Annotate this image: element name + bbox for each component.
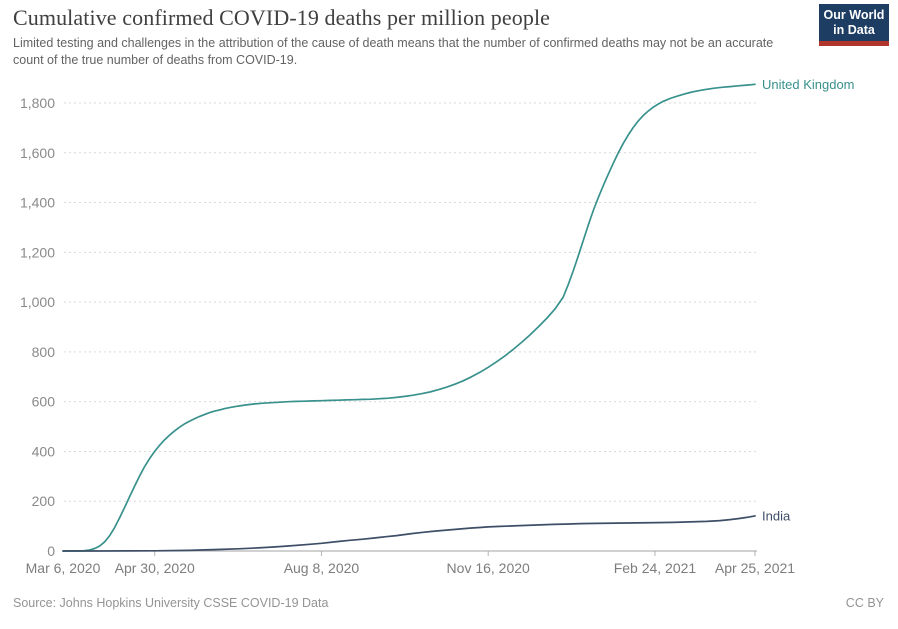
y-axis-tick-label: 1,000 [20, 294, 55, 310]
owid-logo-line1: Our World [823, 8, 885, 22]
x-axis-tick-label: Mar 6, 2020 [26, 560, 101, 576]
x-axis-tick-label: Aug 8, 2020 [284, 560, 360, 576]
y-axis-tick-label: 800 [32, 344, 56, 360]
y-axis-tick-label: 0 [47, 543, 55, 559]
license-link[interactable]: CC BY [845, 596, 884, 610]
series-label-united-kingdom[interactable]: United Kingdom [762, 77, 855, 92]
x-axis-tick-label: Feb 24, 2021 [614, 560, 697, 576]
source-note: Source: Johns Hopkins University CSSE CO… [13, 596, 329, 610]
owid-logo-line2: in Data [833, 23, 875, 37]
series-label-india[interactable]: India [762, 508, 791, 523]
y-axis-tick-label: 1,200 [20, 244, 55, 260]
chart-footer: Source: Johns Hopkins University CSSE CO… [13, 596, 884, 610]
y-axis-tick-label: 1,400 [20, 195, 55, 211]
series-line-india[interactable] [62, 515, 756, 552]
x-axis-tick-label: Nov 16, 2020 [447, 560, 530, 576]
y-axis-tick-label: 200 [32, 493, 56, 509]
chart-subtitle: Limited testing and challenges in the at… [13, 36, 774, 68]
y-axis-tick-label: 1,800 [20, 95, 55, 111]
y-axis-tick-label: 1,600 [20, 145, 55, 161]
y-axis-tick-label: 400 [32, 443, 56, 459]
owid-logo[interactable]: Our World in Data [819, 4, 889, 46]
series-line-united-kingdom[interactable] [62, 83, 756, 552]
y-axis-tick-label: 600 [32, 394, 56, 410]
x-axis-tick-label: Apr 25, 2021 [715, 560, 795, 576]
chart-title: Cumulative confirmed COVID-19 deaths per… [13, 5, 551, 30]
x-axis-tick-label: Apr 30, 2020 [115, 560, 195, 576]
